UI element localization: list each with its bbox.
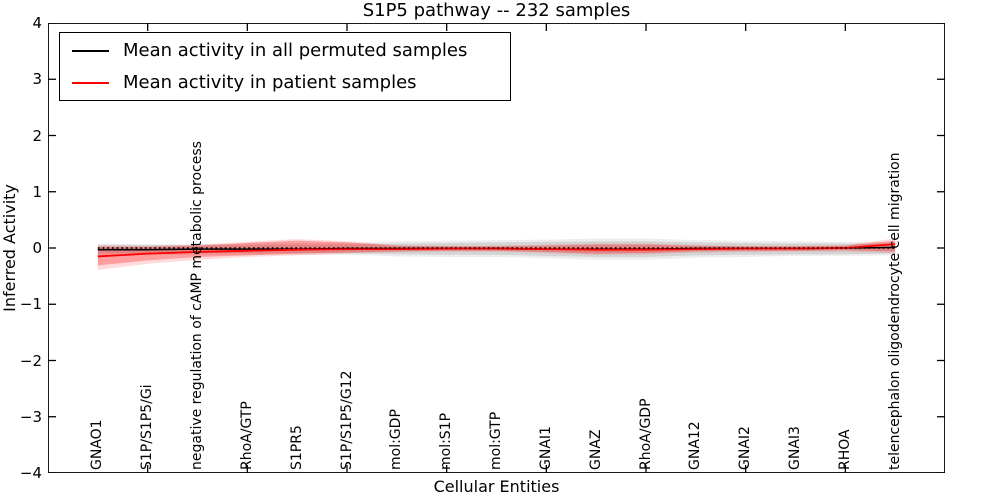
legend-line-black: [72, 49, 109, 52]
plot-svg: [48, 23, 945, 473]
y-tick-label: 4: [32, 14, 42, 32]
chart-title: S1P5 pathway -- 232 samples: [362, 0, 631, 21]
y-tick-label: −4: [19, 464, 42, 482]
y-axis-label: Inferred Activity: [0, 184, 19, 312]
x-axis-label: Cellular Entities: [433, 477, 560, 496]
y-tick-label: −3: [19, 407, 42, 426]
legend-label-permuted: Mean activity in all permuted samples: [123, 40, 468, 61]
patient-band-inner: [97, 240, 896, 266]
legend-entry-patient: Mean activity in patient samples: [60, 70, 510, 95]
y-tick-label: 3: [32, 70, 42, 89]
legend-label-patient: Mean activity in patient samples: [123, 72, 417, 93]
legend-line-red: [72, 81, 109, 84]
legend: Mean activity in all permuted samples Me…: [59, 32, 511, 101]
legend-entry-permuted: Mean activity in all permuted samples: [60, 38, 510, 63]
patient-band-outer: [97, 238, 896, 270]
